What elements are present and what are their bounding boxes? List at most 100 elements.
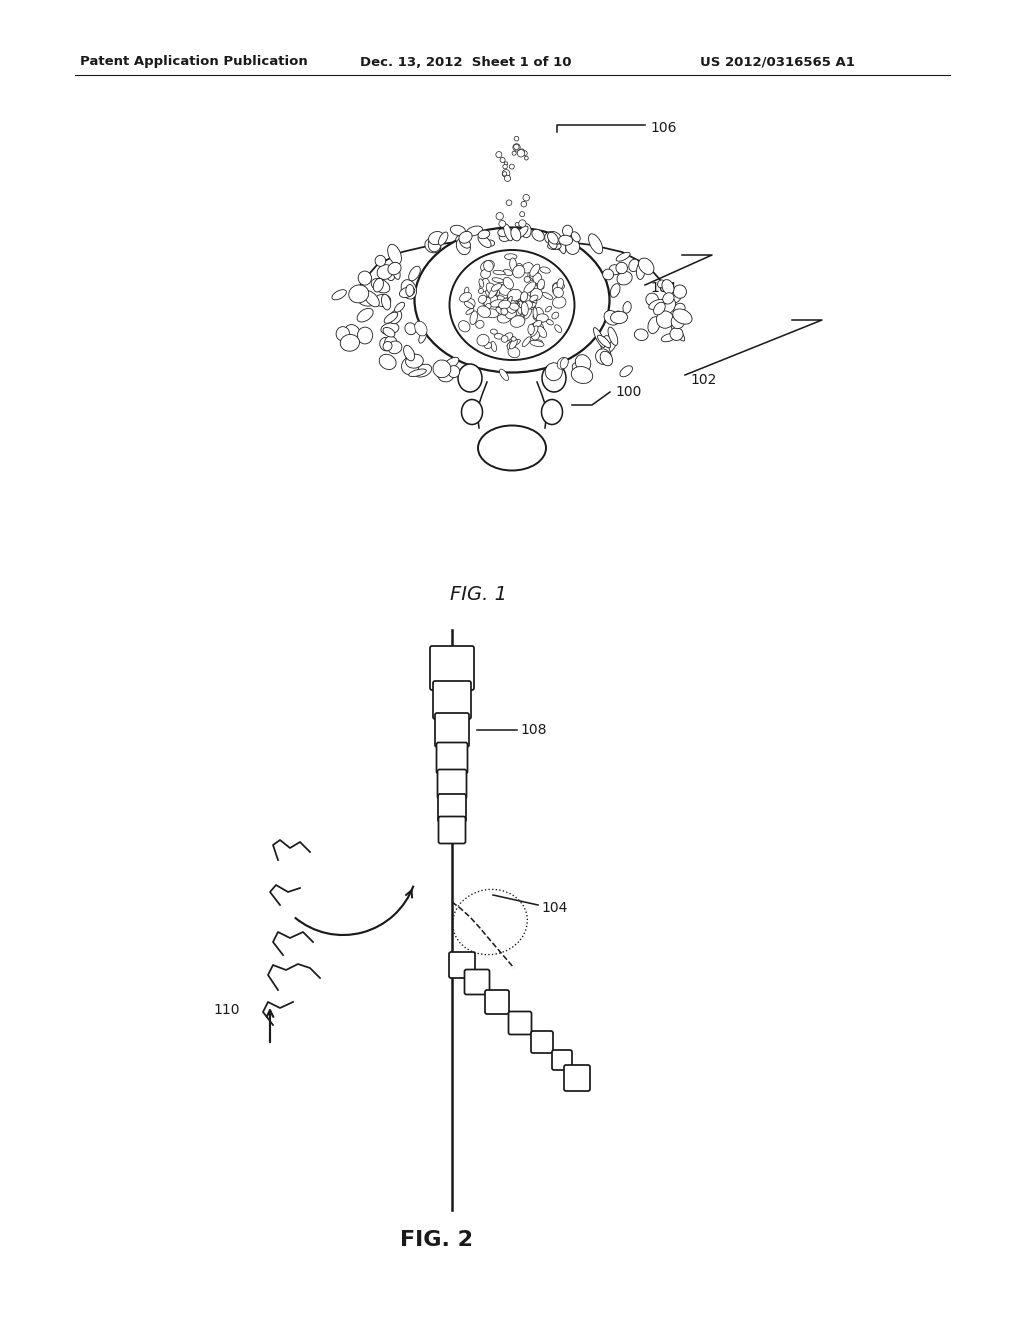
Ellipse shape (479, 279, 483, 288)
Ellipse shape (457, 238, 470, 255)
Ellipse shape (485, 304, 492, 309)
Ellipse shape (496, 296, 505, 302)
Ellipse shape (483, 260, 494, 272)
Ellipse shape (653, 302, 666, 315)
Ellipse shape (508, 293, 517, 302)
Ellipse shape (516, 226, 528, 238)
Circle shape (500, 157, 505, 162)
Ellipse shape (458, 364, 482, 392)
Ellipse shape (674, 304, 685, 314)
Ellipse shape (399, 286, 415, 297)
Ellipse shape (559, 235, 572, 246)
Text: 110: 110 (213, 1003, 240, 1016)
Ellipse shape (478, 339, 485, 345)
Circle shape (524, 156, 528, 160)
Circle shape (512, 150, 516, 156)
Ellipse shape (542, 364, 566, 392)
Ellipse shape (629, 259, 639, 272)
Ellipse shape (506, 297, 512, 308)
Ellipse shape (506, 301, 514, 309)
Text: 104: 104 (541, 902, 567, 915)
Ellipse shape (603, 269, 613, 280)
FancyBboxPatch shape (437, 770, 467, 799)
Ellipse shape (484, 294, 498, 305)
Ellipse shape (567, 234, 579, 248)
Ellipse shape (521, 302, 528, 315)
Ellipse shape (428, 236, 441, 252)
Ellipse shape (648, 317, 659, 334)
Ellipse shape (527, 298, 537, 308)
Ellipse shape (388, 341, 401, 354)
Ellipse shape (336, 326, 349, 341)
Circle shape (502, 169, 510, 177)
Ellipse shape (557, 279, 563, 289)
Ellipse shape (509, 298, 516, 313)
Ellipse shape (528, 325, 535, 334)
Ellipse shape (365, 290, 379, 306)
Ellipse shape (508, 301, 514, 310)
FancyBboxPatch shape (430, 645, 474, 690)
Ellipse shape (375, 255, 386, 267)
Ellipse shape (357, 309, 373, 322)
Ellipse shape (495, 289, 500, 296)
Ellipse shape (503, 269, 513, 276)
Ellipse shape (509, 305, 515, 310)
Ellipse shape (509, 298, 519, 305)
Ellipse shape (623, 301, 631, 313)
Ellipse shape (484, 342, 492, 348)
Ellipse shape (442, 358, 459, 370)
Ellipse shape (517, 306, 522, 314)
Ellipse shape (492, 284, 502, 292)
Ellipse shape (437, 366, 455, 381)
Ellipse shape (462, 400, 482, 425)
Ellipse shape (349, 285, 369, 302)
FancyBboxPatch shape (485, 990, 509, 1014)
Ellipse shape (670, 327, 683, 341)
Ellipse shape (484, 309, 499, 318)
Ellipse shape (490, 342, 497, 351)
Ellipse shape (401, 358, 419, 375)
Ellipse shape (517, 314, 523, 323)
Ellipse shape (608, 327, 617, 346)
Ellipse shape (530, 341, 544, 347)
Ellipse shape (662, 280, 674, 294)
Ellipse shape (383, 342, 392, 351)
Ellipse shape (532, 273, 542, 284)
Circle shape (499, 220, 506, 227)
Circle shape (505, 176, 511, 181)
Ellipse shape (438, 232, 447, 246)
Ellipse shape (497, 312, 508, 318)
Ellipse shape (511, 337, 516, 341)
Ellipse shape (450, 249, 574, 360)
Text: FIG. 2: FIG. 2 (400, 1230, 473, 1250)
Ellipse shape (669, 290, 682, 304)
Ellipse shape (503, 298, 511, 306)
Ellipse shape (502, 335, 508, 342)
Ellipse shape (507, 298, 517, 312)
Ellipse shape (536, 308, 544, 318)
Ellipse shape (507, 300, 517, 313)
Circle shape (519, 211, 524, 216)
Ellipse shape (523, 298, 537, 306)
Ellipse shape (522, 306, 531, 319)
Ellipse shape (536, 314, 548, 322)
Ellipse shape (596, 348, 610, 364)
Ellipse shape (464, 301, 474, 309)
Text: 106: 106 (650, 121, 677, 135)
Ellipse shape (510, 257, 516, 271)
Ellipse shape (486, 240, 495, 246)
Ellipse shape (620, 366, 633, 376)
Circle shape (513, 144, 520, 150)
Ellipse shape (555, 325, 562, 333)
Ellipse shape (507, 294, 513, 301)
Ellipse shape (600, 341, 611, 360)
Ellipse shape (613, 312, 621, 319)
Ellipse shape (451, 226, 466, 235)
Ellipse shape (406, 354, 423, 371)
Ellipse shape (466, 309, 474, 314)
Ellipse shape (519, 293, 532, 304)
Circle shape (506, 199, 512, 206)
Ellipse shape (332, 289, 346, 300)
Ellipse shape (403, 346, 415, 360)
Ellipse shape (409, 267, 420, 281)
